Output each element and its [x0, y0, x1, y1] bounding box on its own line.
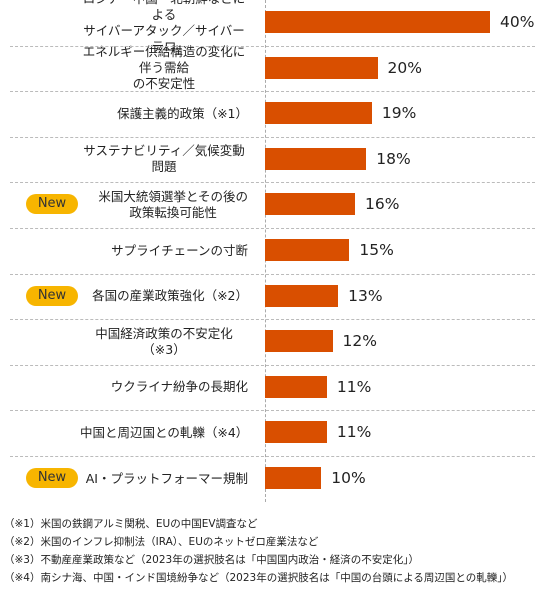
category-text: 米国大統領選挙とその後の 政策転換可能性: [98, 188, 248, 220]
new-badge: New: [26, 285, 78, 306]
category-label: サステナビリティ／気候変動問題: [80, 137, 248, 182]
category-text: 保護主義的政策（※1）: [117, 105, 248, 121]
bar-row: AI・プラットフォーマー規制 New 10%: [0, 456, 545, 501]
category-text: ロシア・中国・北朝鮮などによる サイバーアタック／サイバーテロ: [83, 0, 246, 54]
separator: [10, 319, 535, 321]
separator: [10, 182, 535, 184]
value-label: 19%: [381, 104, 417, 123]
new-badge: New: [26, 194, 78, 215]
category-label: ウクライナ紛争の長期化: [80, 365, 248, 410]
category-label: 保護主義的政策（※1）: [80, 91, 248, 136]
bar-row: 各国の産業政策強化（※2） New 13%: [0, 274, 545, 319]
value-label: 15%: [359, 241, 394, 259]
bar: [265, 239, 350, 261]
bar-row: エネルギー供給構造の変化に伴う需給 の不安定性 20%: [0, 44, 545, 92]
separator: [10, 136, 535, 138]
value-label: 20%: [387, 58, 422, 77]
footnote: （※1）米国の鉄鋼アルミ関税、EUの中国EV調査など: [4, 518, 258, 530]
footnote: （※3）不動産産業政策など（2023年の選択肢名は「中国国内政治・経済の不安定化…: [4, 554, 419, 566]
category-text: 各国の産業政策強化（※2）: [92, 288, 248, 304]
new-badge: New: [26, 468, 78, 488]
category-label: サプライチェーンの寸断: [80, 228, 248, 273]
value-label: 40%: [500, 13, 535, 31]
value-label: 12%: [342, 332, 377, 351]
category-text: ウクライナ紛争の長期化: [110, 379, 248, 395]
category-text: サステナビリティ／気候変動問題: [83, 143, 245, 175]
category-label: ロシア・中国・北朝鮮などによる サイバーアタック／サイバーテロ: [80, 0, 248, 54]
bar: [265, 421, 327, 444]
value-label: 11%: [336, 377, 372, 396]
bar: [265, 375, 327, 398]
bar-row: 中国と周辺国との軋轢（※4） 11%: [0, 410, 545, 455]
separator: [10, 228, 535, 229]
value-label: 13%: [348, 286, 383, 305]
category-label: 中国と周辺国との軋轢（※4）: [80, 410, 248, 455]
category-label: 各国の産業政策強化（※2）: [80, 274, 248, 319]
bar: [265, 11, 490, 33]
category-text: 中国経済政策の不安定化（※3）: [95, 325, 233, 357]
category-label: エネルギー供給構造の変化に伴う需給 の不安定性: [80, 44, 248, 92]
bar: [265, 467, 322, 489]
bar: [265, 102, 372, 125]
bar: [265, 284, 339, 307]
bar-row: 中国経済政策の不安定化（※3） 12%: [0, 319, 545, 364]
bar: [265, 330, 333, 353]
separator: [10, 273, 535, 275]
category-text: エネルギー供給構造の変化に伴う需給 の不安定性: [82, 44, 246, 92]
value-label: 18%: [376, 149, 411, 168]
category-label: 中国経済政策の不安定化（※3）: [80, 319, 248, 364]
category-label: 米国大統領選挙とその後の 政策転換可能性: [80, 182, 248, 227]
bar: [265, 193, 355, 216]
separator: [10, 456, 535, 457]
value-label: 11%: [336, 423, 372, 442]
bar-row: 保護主義的政策（※1） 19%: [0, 91, 545, 136]
bar-row: ウクライナ紛争の長期化 11%: [0, 365, 545, 410]
category-text: AI・プラットフォーマー規制: [85, 470, 248, 486]
bar-row: サプライチェーンの寸断 15%: [0, 228, 545, 273]
value-label: 16%: [365, 195, 400, 214]
separator: [10, 91, 535, 93]
separator: [10, 45, 535, 47]
footnote: （※4）南シナ海、中国・インド国境紛争など（2023年の選択肢名は「中国の台頭に…: [4, 572, 514, 584]
category-text: サプライチェーンの寸断: [111, 242, 248, 258]
bar-row: ロシア・中国・北朝鮮などによる サイバーアタック／サイバーテロ 40%: [0, 0, 545, 54]
bar-row: 米国大統領選挙とその後の 政策転換可能性 New 16%: [0, 182, 545, 227]
separator: [10, 410, 535, 412]
separator: [10, 364, 535, 366]
value-label: 10%: [331, 469, 366, 487]
bar-row: サステナビリティ／気候変動問題 18%: [0, 137, 545, 182]
category-label: AI・プラットフォーマー規制: [80, 456, 248, 501]
category-text: 中国と周辺国との軋轢（※4）: [80, 424, 249, 440]
footnote: （※2）米国のインフレ抑制法（IRA）、EUのネットゼロ産業法など: [4, 536, 319, 548]
bar: [265, 56, 378, 79]
bar: [265, 147, 367, 170]
